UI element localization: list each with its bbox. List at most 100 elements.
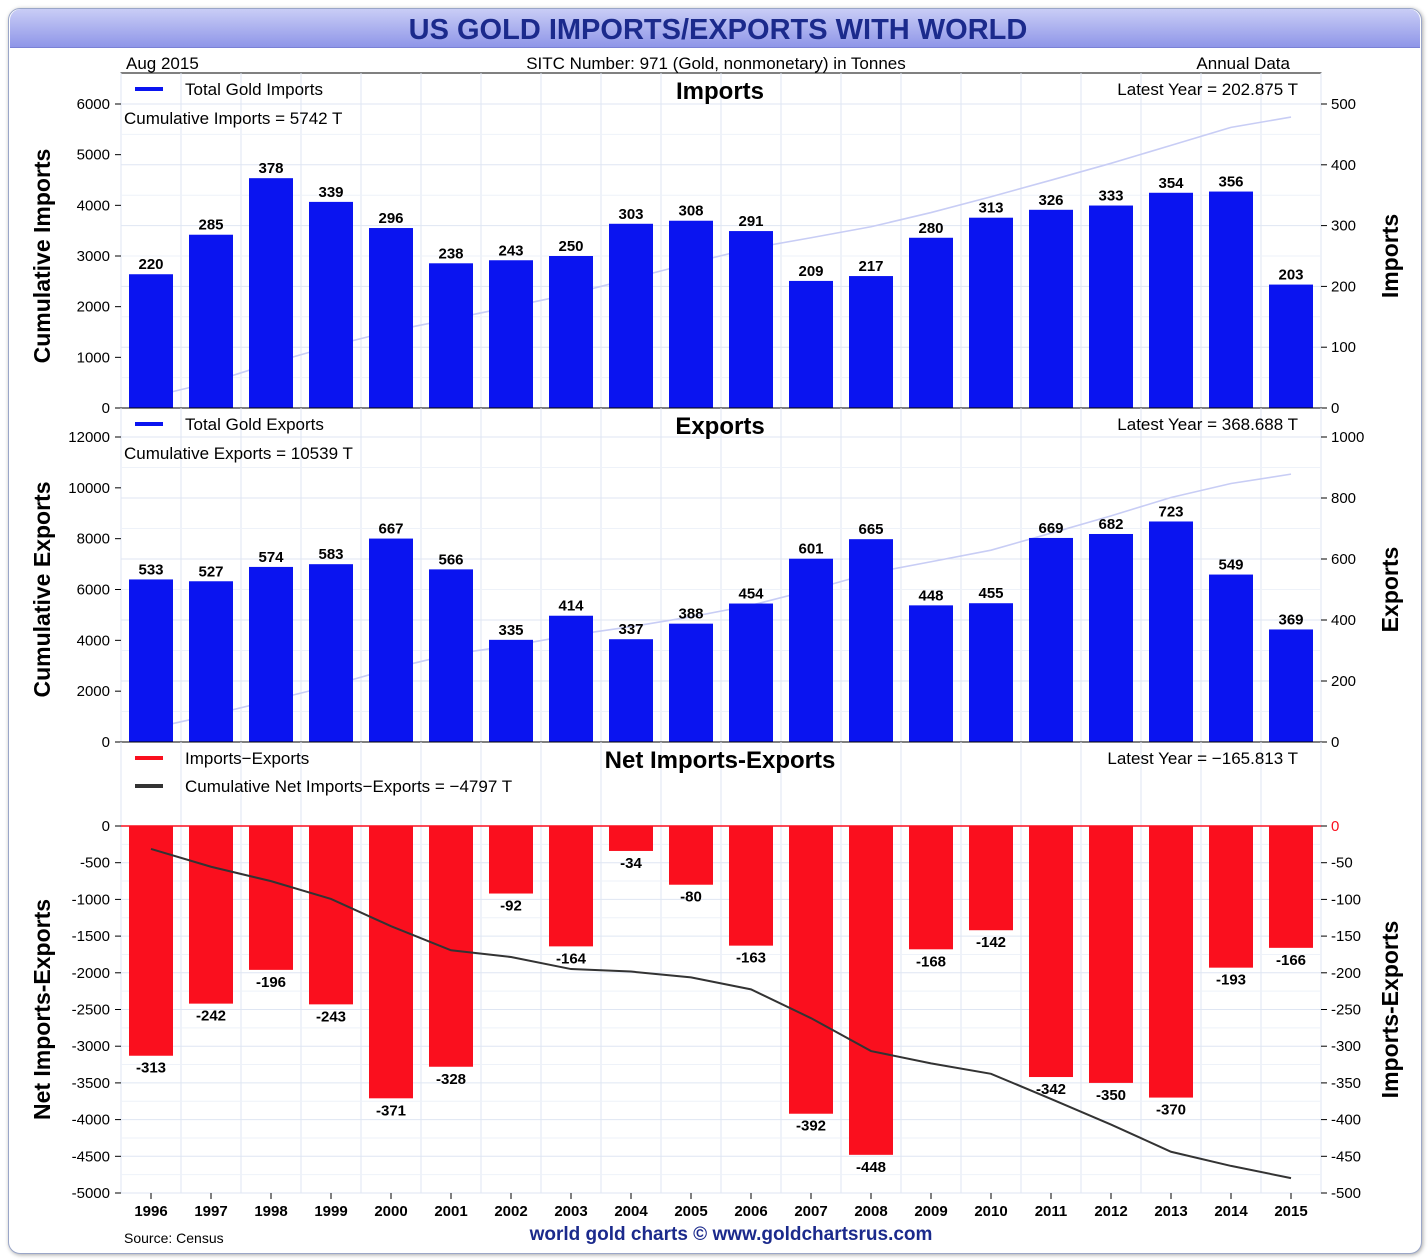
x-tick-label: 2011 <box>1035 1203 1068 1220</box>
x-tick-label: 2005 <box>674 1203 707 1220</box>
tick-label-right: 800 <box>1331 490 1356 507</box>
bar <box>129 274 173 408</box>
legend-swatch <box>135 422 163 426</box>
y-axis-title-left: Cumulative Exports <box>29 482 55 698</box>
x-tick-label: 2010 <box>974 1203 1007 1220</box>
panel-title: Exports <box>675 413 764 440</box>
x-tick-label: 2008 <box>854 1203 887 1220</box>
x-tick-label: 1997 <box>194 1203 227 1220</box>
data-label: -92 <box>500 898 522 915</box>
tick-label-right: -450 <box>1331 1148 1361 1165</box>
bar <box>189 234 233 408</box>
data-label: -350 <box>1096 1087 1126 1104</box>
bar <box>129 579 173 742</box>
panel-title: Imports <box>676 78 764 105</box>
bar <box>189 826 233 1004</box>
data-label: -328 <box>436 1071 466 1088</box>
data-label: -168 <box>916 953 946 970</box>
data-label: 356 <box>1218 174 1243 191</box>
bar <box>549 826 593 947</box>
bar <box>1029 537 1073 742</box>
data-label: 583 <box>318 546 343 563</box>
bar <box>969 826 1013 931</box>
bar <box>249 566 293 742</box>
data-label: 669 <box>1038 520 1063 537</box>
data-label: -370 <box>1156 1102 1186 1119</box>
data-label: 337 <box>618 621 643 638</box>
bar <box>669 826 713 885</box>
bar <box>129 826 173 1056</box>
bar <box>249 178 293 408</box>
bar <box>1269 284 1313 408</box>
tick-label-right: -300 <box>1331 1038 1361 1055</box>
data-label: 566 <box>438 551 463 568</box>
tick-label-left: 4000 <box>77 632 110 649</box>
tick-label-right: 400 <box>1331 612 1356 629</box>
tick-label-left: -2000 <box>72 965 110 982</box>
bar <box>1209 826 1253 968</box>
exports-panel: 533 527 574 583 667 566 335 414 337 388 454 601 665 4… <box>29 407 1403 751</box>
cumulative-note: Cumulative Imports = 5742 T <box>124 109 342 128</box>
tick-label-right: -200 <box>1331 965 1361 982</box>
data-label: 250 <box>558 238 583 255</box>
legend-swatch <box>135 756 163 760</box>
data-label: 574 <box>258 549 284 566</box>
data-label: 333 <box>1098 188 1123 205</box>
bar <box>1149 826 1193 1098</box>
bar <box>849 539 893 742</box>
data-label: 414 <box>558 598 584 615</box>
bar <box>1089 826 1133 1083</box>
data-label: 280 <box>918 220 943 237</box>
x-tick-label: 2000 <box>374 1203 407 1220</box>
tick-label-left: 5000 <box>77 147 110 164</box>
bar <box>1269 629 1313 742</box>
legend-label: Cumulative Net Imports−Exports = −4797 T <box>185 777 512 796</box>
date-label: Aug 2015 <box>126 54 199 73</box>
data-label: -163 <box>736 950 766 967</box>
data-label: 313 <box>978 200 1003 217</box>
x-tick-label: 2003 <box>554 1203 587 1220</box>
data-label: 455 <box>978 585 1003 602</box>
data-label: 601 <box>798 541 823 558</box>
tick-label-left: 0 <box>102 818 110 835</box>
x-tick-label: 2012 <box>1094 1203 1127 1220</box>
data-label: 667 <box>378 521 403 538</box>
bar <box>189 581 233 742</box>
data-label: -371 <box>376 1102 406 1119</box>
bar <box>369 826 413 1099</box>
chart-title: US GOLD IMPORTS/EXPORTS WITH WORLD <box>409 14 1028 46</box>
bar <box>729 826 773 946</box>
data-label: 203 <box>1278 267 1303 284</box>
tick-label-right: 300 <box>1331 218 1356 235</box>
tick-label-left: 6000 <box>77 96 110 113</box>
cumulative-note: Cumulative Exports = 10539 T <box>124 444 353 463</box>
x-tick-label: 1999 <box>314 1203 347 1220</box>
bar <box>1029 209 1073 408</box>
data-label: 682 <box>1098 516 1123 533</box>
data-label: 549 <box>1218 557 1243 574</box>
tick-label-left: -3500 <box>72 1075 110 1092</box>
data-label: 303 <box>618 206 643 223</box>
data-label: 335 <box>498 622 523 639</box>
bar <box>969 603 1013 742</box>
tick-label-right: -150 <box>1331 928 1361 945</box>
tick-label-left: -1000 <box>72 891 110 908</box>
data-label: 533 <box>138 561 163 578</box>
bar <box>429 826 473 1067</box>
bar <box>1149 192 1193 408</box>
tick-label-left: 1000 <box>77 349 110 366</box>
bar <box>1089 533 1133 742</box>
tick-label-left: 12000 <box>68 429 110 446</box>
data-label: -196 <box>256 974 286 991</box>
bar <box>789 826 833 1114</box>
bar <box>609 639 653 742</box>
bar <box>729 603 773 742</box>
bar <box>909 237 953 408</box>
x-tick-label: 1998 <box>254 1203 287 1220</box>
tick-label-right: 200 <box>1331 673 1356 690</box>
tick-label-right: -250 <box>1331 1002 1361 1019</box>
x-tick-label: 2001 <box>434 1203 467 1220</box>
data-label: -342 <box>1036 1081 1066 1098</box>
tick-label-left: 6000 <box>77 582 110 599</box>
bar <box>309 826 353 1005</box>
